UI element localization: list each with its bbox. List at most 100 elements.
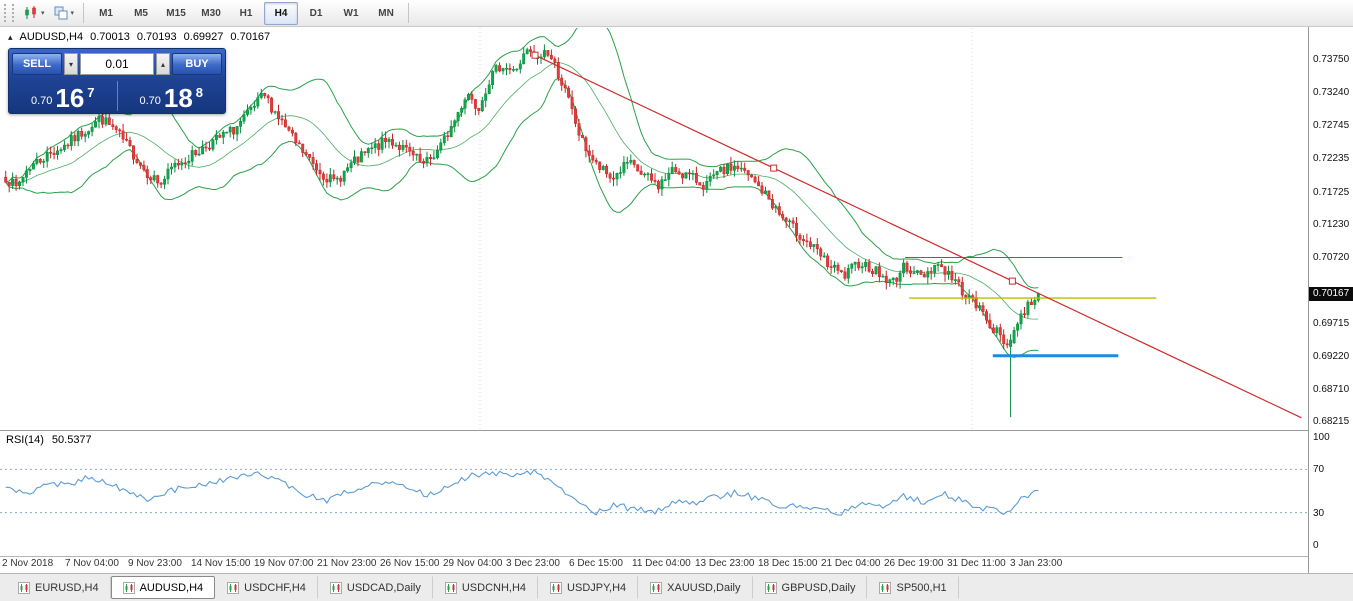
tab-USDJPY-H4[interactable]: USDJPY,H4 xyxy=(538,576,639,599)
tab-USDCNH-H4[interactable]: USDCNH,H4 xyxy=(433,576,539,599)
rsi-indicator-label: RSI(14) 50.5377 xyxy=(6,434,92,446)
timeframe-button-M1[interactable]: M1 xyxy=(99,7,113,19)
price-axis[interactable]: 0.73750 0.73240 0.72745 0.72235 0.71725 0.712… xyxy=(1308,27,1353,573)
chart-icon xyxy=(444,581,457,594)
volume-input[interactable]: 0.01 xyxy=(80,53,154,75)
pane-separator[interactable] xyxy=(0,430,1353,431)
volume-increase-button[interactable]: ▴ xyxy=(156,53,170,75)
chart-icon xyxy=(550,581,563,594)
price-tick-label: 0.68215 xyxy=(1313,416,1350,428)
time-axis-label: 31 Dec 11:00 xyxy=(947,558,1006,569)
time-axis-label: 18 Dec 15:00 xyxy=(758,558,818,569)
tab-label: XAUUSD,Daily xyxy=(667,581,741,594)
trendline-handle[interactable] xyxy=(531,51,539,59)
timeframe-button-group: M1 M5 M15 M30 H1 H4 D1 W1 MN xyxy=(89,1,403,25)
candlestick-chart-icon xyxy=(25,6,36,19)
tab-EURUSD-H4[interactable]: EURUSD,H4 xyxy=(6,576,111,599)
candles xyxy=(4,44,1040,418)
price-tick-label: 0.72745 xyxy=(1313,119,1350,131)
timeframe-button-H1[interactable]: H1 xyxy=(239,7,253,19)
low-value: 0.69927 xyxy=(183,31,224,43)
tab-GBPUSD-Daily[interactable]: GBPUSD,Daily xyxy=(753,576,868,599)
trendline-handle[interactable] xyxy=(770,164,778,172)
price-tick-label: 0.70720 xyxy=(1313,252,1350,264)
high-value: 0.70193 xyxy=(136,31,177,43)
toolbar-separator xyxy=(83,3,85,23)
trendline-handle[interactable] xyxy=(1008,277,1016,285)
volume-decrease-button[interactable]: ▾ xyxy=(64,53,78,75)
current-price-badge: 0.70167 xyxy=(1309,286,1353,301)
timeframe-button-M30[interactable]: M30 xyxy=(201,7,221,19)
tab-XAUUSD-Daily[interactable]: XAUUSD,Daily xyxy=(638,576,753,599)
timeframe-button-H4[interactable]: H4 xyxy=(264,1,299,25)
buy-price-display[interactable]: 0.70 18 8 xyxy=(139,83,204,113)
price-tick-label: 0.73240 xyxy=(1313,87,1350,99)
rsi-level-label: 0 xyxy=(1313,540,1319,551)
timeframes-toolbar: ▾ ▾ M1 M5 M15 M30 H1 H4 D1 W1 MN xyxy=(0,0,1353,27)
sell-price-display[interactable]: 0.70 16 7 xyxy=(30,83,95,113)
toolbar-separator xyxy=(408,3,410,23)
sell-button[interactable]: SELL xyxy=(12,53,62,75)
chart-objects[interactable] xyxy=(531,51,1302,419)
bollinger-bands xyxy=(5,28,1039,358)
rsi-level-label: 30 xyxy=(1313,507,1325,519)
timeframe-button-MN[interactable]: MN xyxy=(378,7,394,19)
tab-AUDUSD-H4[interactable]: AUDUSD,H4 xyxy=(110,576,216,599)
price-chart[interactable] xyxy=(0,28,1308,430)
collapse-panel-icon[interactable]: ▴ xyxy=(8,31,13,42)
chevron-down-icon: ▾ xyxy=(41,10,45,17)
tab-label: AUDUSD,H4 xyxy=(139,581,204,594)
tab-USDCAD-Daily[interactable]: USDCAD,Daily xyxy=(318,576,433,599)
tab-label: USDCHF,H4 xyxy=(244,581,306,594)
price-tick-label: 0.73750 xyxy=(1313,54,1350,66)
price-tick-label: 0.72235 xyxy=(1313,153,1350,165)
tab-label: USDCNH,H4 xyxy=(461,581,527,594)
symbol-period-label: AUDUSD,H4 xyxy=(19,31,84,43)
rsi-level-label: 70 xyxy=(1313,464,1325,476)
toolbar-grip[interactable] xyxy=(4,4,14,22)
buy-button[interactable]: BUY xyxy=(172,53,222,75)
time-axis[interactable]: 2 Nov 2018 7 Nov 04:00 9 Nov 23:00 14 Nov 1… xyxy=(0,557,1308,572)
time-axis-label: 29 Nov 04:00 xyxy=(443,558,503,569)
time-axis-label: 26 Dec 19:00 xyxy=(884,558,944,569)
chevron-down-icon: ▾ xyxy=(70,10,75,17)
price-tick-label: 0.71725 xyxy=(1313,186,1350,198)
timeframe-button-M5[interactable]: M5 xyxy=(134,7,148,19)
time-axis-label: 9 Nov 23:00 xyxy=(128,558,182,569)
time-axis-label: 26 Nov 15:00 xyxy=(380,558,440,569)
chart-icon xyxy=(329,581,342,594)
tab-USDCHF-H4[interactable]: USDCHF,H4 xyxy=(215,576,318,599)
chart-icon xyxy=(227,581,240,594)
chart-icon xyxy=(650,581,663,594)
pane-separator xyxy=(0,556,1353,557)
timeframe-button-W1[interactable]: W1 xyxy=(343,7,359,19)
window-layout-button[interactable]: ▾ xyxy=(49,1,79,25)
time-axis-label: 21 Nov 23:00 xyxy=(317,558,377,569)
time-axis-label: 7 Nov 04:00 xyxy=(65,558,119,569)
price-tick-label: 0.71230 xyxy=(1313,219,1350,231)
time-axis-label: 6 Dec 15:00 xyxy=(569,558,623,569)
time-axis-label: 14 Nov 15:00 xyxy=(191,558,251,569)
timeframe-button-M15[interactable]: M15 xyxy=(166,7,186,19)
tab-label: USDCAD,Daily xyxy=(346,581,421,594)
tab-SP500-H1[interactable]: SP500,H1 xyxy=(867,576,959,599)
timeframe-button-D1[interactable]: D1 xyxy=(309,7,323,19)
time-axis-label: 3 Jan 23:00 xyxy=(1010,558,1063,569)
rsi-value: 50.5377 xyxy=(51,434,92,446)
time-axis-label: 11 Dec 04:00 xyxy=(632,558,691,569)
rsi-line xyxy=(5,468,1039,516)
time-axis-label: 21 Dec 04:00 xyxy=(821,558,881,569)
rsi-indicator-pane[interactable] xyxy=(0,431,1308,556)
rsi-name: RSI(14) xyxy=(6,434,44,446)
chart-icon xyxy=(18,581,30,594)
chart-type-button[interactable]: ▾ xyxy=(19,1,49,25)
close-value: 0.70167 xyxy=(230,31,271,43)
tab-label: USDJPY,H4 xyxy=(567,581,627,594)
tab-label: SP500,H1 xyxy=(896,581,947,594)
open-value: 0.70013 xyxy=(90,31,130,43)
chart-tab-bar: EURUSD,H4 AUDUSD,H4 USDCHF,H4 USDCAD,Daily U… xyxy=(0,573,1353,601)
tab-label: GBPUSD,Daily xyxy=(781,581,856,594)
chart-ohlc-header: ▴ AUDUSD,H4 0.70013 0.70193 0.69927 0.70… xyxy=(8,31,270,43)
tab-label: EURUSD,H4 xyxy=(35,581,99,594)
trendline-object[interactable] xyxy=(534,54,1302,419)
